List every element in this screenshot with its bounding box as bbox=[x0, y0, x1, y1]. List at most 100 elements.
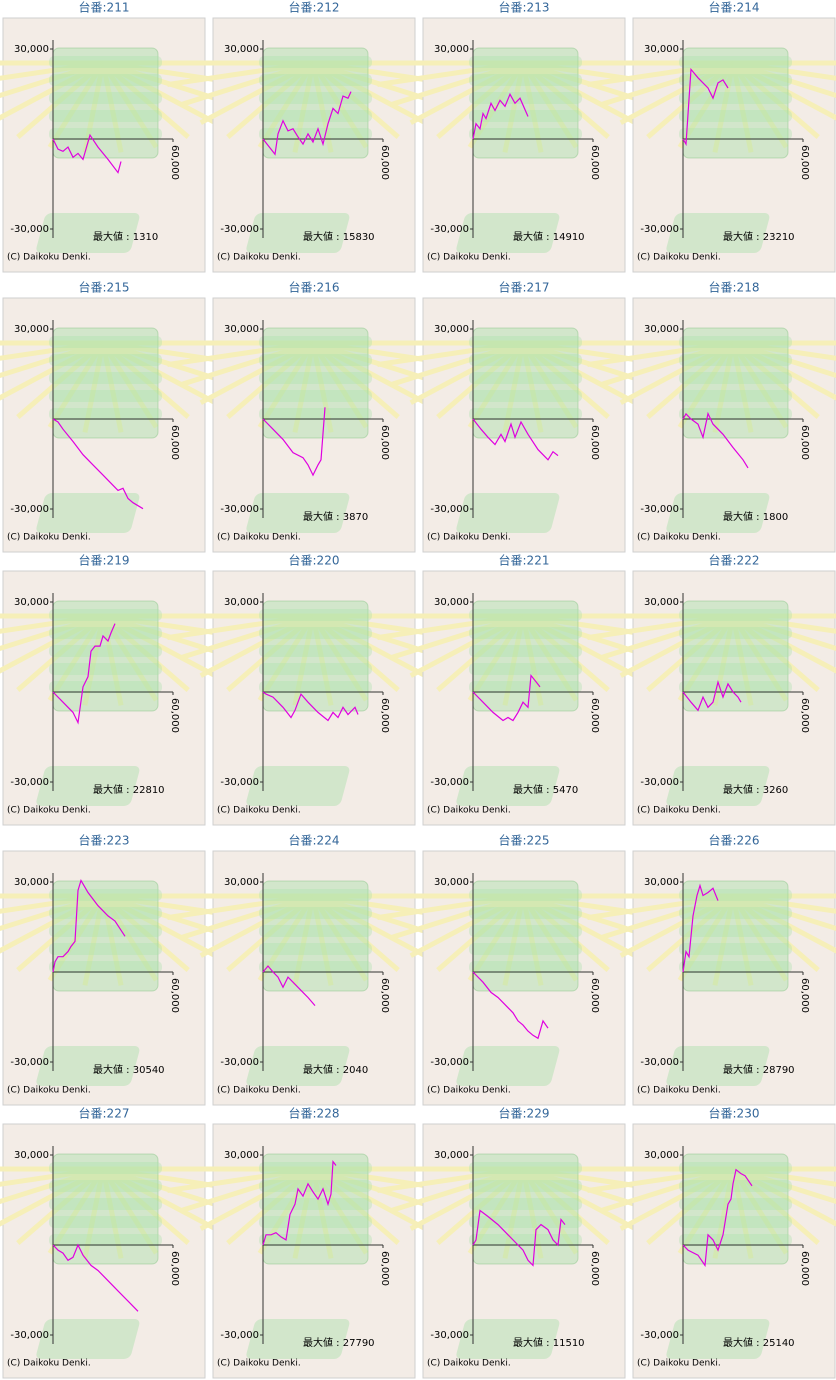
copyright: (C) Daikoku Denki. bbox=[217, 533, 301, 543]
y-tick-label: 30,000 bbox=[644, 877, 679, 888]
decor-ray bbox=[436, 894, 525, 972]
decor-ray bbox=[376, 340, 524, 368]
data-line bbox=[52, 879, 126, 973]
panel-background bbox=[212, 850, 416, 1106]
panel-title: 台番:215 bbox=[79, 280, 130, 295]
decor-ray bbox=[619, 1166, 735, 1231]
decor-tray bbox=[246, 213, 350, 253]
decor-ray bbox=[520, 615, 544, 706]
decor-ray bbox=[732, 613, 836, 634]
decor-band bbox=[469, 74, 582, 86]
copyright: (C) Daikoku Denki. bbox=[7, 1086, 91, 1096]
y-tick-label: -30,000 bbox=[10, 777, 49, 788]
panel-background bbox=[632, 850, 836, 1106]
y-tick-label: 30,000 bbox=[224, 1150, 259, 1161]
decor-ray bbox=[310, 62, 334, 153]
decor-ray bbox=[257, 61, 316, 149]
y-tick-label: 30,000 bbox=[644, 44, 679, 55]
panel-title: 台番:217 bbox=[499, 280, 550, 295]
decor-band bbox=[469, 925, 582, 937]
y-tick-label: -30,000 bbox=[220, 504, 259, 515]
x-tick-label: 60,000 bbox=[799, 698, 810, 733]
chart-panel: 30,000 -30,000 60,000 最大値 : 22810(C) Daikok… bbox=[0, 570, 253, 826]
decor-band bbox=[259, 889, 372, 901]
decor-band bbox=[49, 1180, 162, 1192]
decor-ray bbox=[0, 613, 104, 652]
decor-ray bbox=[310, 895, 334, 986]
y-tick-label: -30,000 bbox=[220, 1330, 259, 1341]
y-tick-label: 30,000 bbox=[14, 877, 49, 888]
decor-ray bbox=[16, 614, 105, 692]
decor-ray bbox=[730, 1167, 789, 1255]
data-line bbox=[52, 418, 144, 510]
data-line bbox=[262, 691, 359, 722]
x-tick-label: 60,000 bbox=[589, 698, 600, 733]
copyright: (C) Daikoku Denki. bbox=[427, 533, 511, 543]
decor-ray bbox=[0, 340, 104, 379]
panel-title: 台番:214 bbox=[709, 0, 760, 15]
decor-band bbox=[49, 92, 162, 104]
copyright: (C) Daikoku Denki. bbox=[217, 806, 301, 816]
decor-tray bbox=[456, 766, 560, 806]
panel-title: 台番:220 bbox=[289, 553, 340, 568]
chart-panel: 30,000 -30,000 60,000 (C) Daikoku Denki. bbox=[0, 1123, 253, 1379]
decor-ray bbox=[409, 60, 525, 125]
decor-ray bbox=[199, 60, 315, 125]
decor-tray bbox=[36, 1046, 140, 1086]
copyright: (C) Daikoku Denki. bbox=[217, 1086, 301, 1096]
decor-ray bbox=[292, 615, 316, 706]
panel-title: 台番:218 bbox=[709, 280, 760, 295]
decor-band bbox=[49, 110, 162, 122]
max-label: 最大値 : 15830 bbox=[303, 230, 375, 243]
decor-band bbox=[469, 627, 582, 639]
copyright: (C) Daikoku Denki. bbox=[637, 1359, 721, 1369]
decor-band bbox=[469, 943, 582, 955]
x-tick-label: 60,000 bbox=[379, 425, 390, 460]
decor-band bbox=[49, 74, 162, 86]
decor-ray bbox=[732, 1166, 836, 1187]
panel-background bbox=[212, 17, 416, 273]
decor-band bbox=[259, 1162, 372, 1174]
decor-ray bbox=[409, 1166, 525, 1231]
panel-background bbox=[2, 850, 206, 1106]
decor-ray bbox=[0, 893, 105, 954]
chart-panel: 30,000 -30,000 60,000 (C) Daikoku Denki. bbox=[373, 297, 673, 553]
decor-ray bbox=[179, 893, 314, 941]
decor-ray bbox=[257, 341, 316, 429]
decor-tray bbox=[456, 493, 560, 533]
decor-ray bbox=[520, 895, 544, 986]
decor-ray bbox=[619, 613, 735, 678]
decor-band bbox=[259, 925, 372, 937]
decor-ray bbox=[179, 613, 314, 661]
decor-band bbox=[259, 110, 372, 122]
decor-ray bbox=[310, 894, 369, 982]
decor-ray bbox=[520, 342, 544, 433]
max-label: 最大値 : 11510 bbox=[513, 1336, 585, 1349]
decor-ray bbox=[82, 615, 106, 706]
decor-tray bbox=[456, 1319, 560, 1359]
decor-ray bbox=[520, 341, 579, 429]
chart-panel: 30,000 -30,000 60,000 最大値 : 2040(C) Daikoku… bbox=[163, 850, 463, 1106]
decor-band bbox=[679, 56, 792, 68]
decor-ray bbox=[100, 894, 159, 982]
decor-band bbox=[49, 889, 162, 901]
decor-tray bbox=[246, 1046, 350, 1086]
decor-ray bbox=[0, 60, 104, 99]
decor-ray bbox=[101, 340, 217, 405]
decor-band bbox=[469, 961, 582, 973]
y-tick-label: 30,000 bbox=[224, 597, 259, 608]
copyright: (C) Daikoku Denki. bbox=[427, 806, 511, 816]
decor-ray bbox=[310, 341, 369, 429]
x-tick-label: 60,000 bbox=[169, 978, 180, 1013]
y-tick-label: 30,000 bbox=[644, 1150, 679, 1161]
decor-ray bbox=[467, 61, 526, 149]
max-label: 最大値 : 22810 bbox=[93, 783, 165, 796]
decor-band bbox=[49, 336, 162, 348]
decor-ray bbox=[199, 613, 315, 678]
decor-tray bbox=[36, 766, 140, 806]
panel-background bbox=[2, 1123, 206, 1379]
decor-ray bbox=[101, 893, 217, 958]
decor-ray bbox=[0, 340, 104, 361]
decor-band bbox=[469, 645, 582, 657]
decor-band bbox=[679, 1216, 792, 1228]
